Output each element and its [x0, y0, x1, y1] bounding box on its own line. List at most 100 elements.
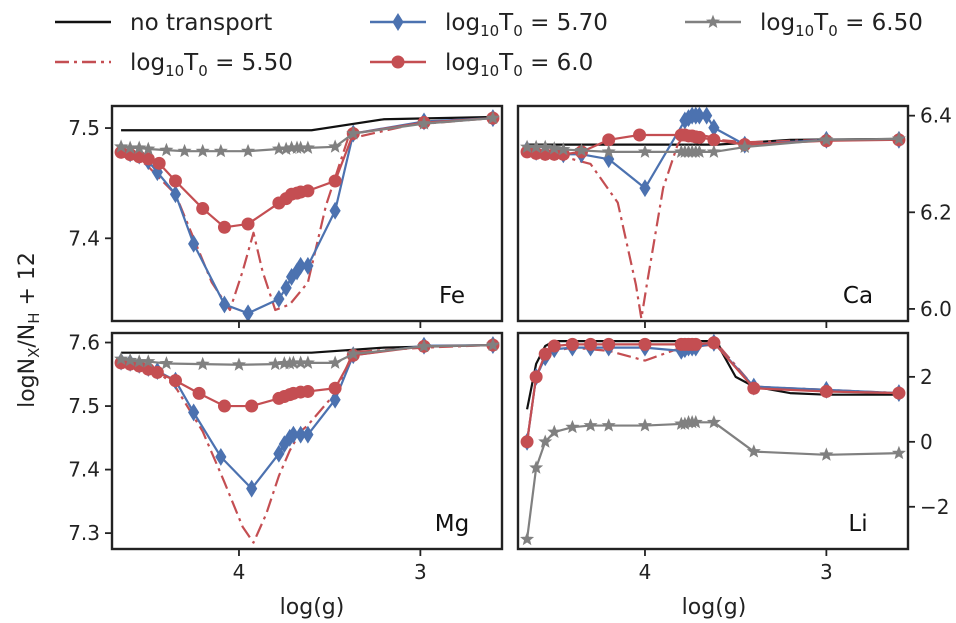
data-point-li-log10t0-6-0 — [689, 337, 703, 351]
data-point-li-log10t0-6-50 — [891, 445, 906, 460]
data-point-mg-log10t0-6-50 — [114, 351, 129, 366]
data-point-mg-log10t0-6-0 — [301, 384, 315, 398]
data-point-li-log10t0-6-0 — [819, 384, 833, 398]
data-point-fe-log10t0-6-50 — [213, 143, 228, 158]
data-point-mg-log10t0-6-50 — [123, 352, 138, 367]
data-point-li-log10t0-6-50 — [547, 424, 562, 439]
data-point-fe-log10t0-6-50 — [141, 141, 156, 155]
legend-label-no-transport: no transport — [130, 10, 272, 36]
y-tick-label-mg: 7.5 — [68, 394, 100, 418]
plot-area-fe — [114, 109, 500, 321]
panel-label-fe: Fe — [439, 283, 465, 309]
data-point-li-log10t0-6-50 — [819, 447, 834, 461]
data-point-fe-log10t0-5-70 — [302, 256, 314, 275]
data-point-li-log10t0-6-0 — [538, 347, 552, 361]
data-point-ca-log10t0-6-50 — [706, 144, 721, 158]
series-line-mg-no-transport — [121, 343, 493, 354]
data-point-mg-log10t0-6-50 — [268, 356, 283, 371]
legend-marker-log10t0-5-70 — [392, 13, 404, 31]
data-point-fe-log10t0-6-0 — [217, 220, 231, 234]
plot-area-li — [520, 333, 906, 546]
y-tick-label-fe: 7.5 — [68, 116, 100, 140]
data-point-fe-log10t0-6-50 — [346, 126, 361, 140]
legend: no transport log10T0 = 5.50 log10T0 = 5.70… — [55, 10, 923, 80]
data-point-fe-log10t0-6-50 — [159, 142, 174, 157]
series-line-fe-no-transport — [121, 115, 493, 132]
plot-area-ca — [520, 106, 906, 320]
data-point-fe-log10t0-6-50 — [195, 143, 210, 158]
series-line-fe-log10t0-6-0 — [120, 117, 494, 229]
panel-mg: 7.3 7.4 7.5 7.6 4 3 Mg — [68, 331, 504, 584]
data-point-fe-log10t0-6-0 — [328, 174, 342, 188]
data-point-li-log10t0-6-0 — [584, 337, 598, 351]
data-point-mg-log10t0-6-50 — [416, 338, 432, 353]
data-point-ca-log10t0-6-50 — [547, 141, 562, 155]
data-point-fe-log10t0-6-50 — [132, 140, 147, 154]
y-tick-label-fe: 7.4 — [68, 226, 100, 250]
panel-li: −2 0 2 4 3 Li — [516, 331, 949, 584]
data-point-fe-log10t0-6-50 — [241, 143, 256, 158]
data-point-li-log10t0-6-50 — [601, 418, 616, 432]
data-point-li-log10t0-6-0 — [602, 337, 616, 351]
panel-ca: 6.0 6.2 6.4 Ca — [516, 104, 952, 328]
data-point-ca-log10t0-6-50 — [556, 142, 571, 156]
y-tick-label-ca: 6.2 — [920, 200, 952, 224]
legend-marker-log10t0-6-50 — [705, 14, 721, 28]
y-axis-title: logNX/NH + 12 — [15, 252, 43, 408]
y-tick-label-mg: 7.4 — [68, 458, 100, 482]
plot-area-mg — [114, 336, 500, 544]
data-point-li-log10t0-6-0 — [565, 337, 579, 351]
data-point-ca-log10t0-6-0 — [692, 130, 706, 144]
data-point-fe-log10t0-5-70 — [188, 234, 200, 253]
data-point-fe-log10t0-5-70 — [280, 278, 292, 297]
panel-label-ca: Ca — [843, 283, 873, 309]
legend-label-log10t0-6-0: log10T0 = 6.0 — [445, 50, 593, 80]
data-point-mg-log10t0-5-70 — [329, 390, 341, 409]
data-point-fe-log10t0-5-70 — [218, 295, 231, 314]
legend-label-log10t0-5-50: log10T0 = 5.50 — [130, 50, 293, 80]
y-tick-label-mg: 7.3 — [68, 521, 100, 545]
data-point-fe-log10t0-6-50 — [114, 139, 129, 153]
series-line-ca-log10t0-5-50 — [526, 133, 899, 320]
legend-entry-log10t0-5-70: log10T0 = 5.70 — [370, 10, 608, 40]
y-tick-label-ca: 6.4 — [920, 104, 952, 128]
data-point-li-log10t0-6-0 — [747, 381, 761, 395]
data-point-ca-log10t0-6-0 — [602, 133, 616, 147]
data-point-fe-log10t0-6-0 — [141, 152, 155, 166]
data-point-mg-log10t0-6-50 — [485, 337, 500, 352]
legend-label-log10t0-5-70: log10T0 = 5.70 — [445, 10, 608, 40]
data-point-fe-log10t0-5-70 — [169, 185, 182, 204]
panel-frame-fe — [110, 104, 504, 323]
legend-entry-no-transport: no transport — [55, 10, 272, 36]
legend-entry-log10t0-6-50: log10T0 = 6.50 — [685, 10, 923, 40]
data-point-fe-log10t0-6-0 — [241, 217, 255, 231]
data-point-li-log10t0-6-50 — [583, 418, 598, 432]
data-point-ca-log10t0-5-70 — [639, 179, 651, 198]
data-point-mg-log10t0-5-70 — [246, 479, 258, 498]
data-point-mg-log10t0-6-0 — [217, 399, 231, 413]
data-point-mg-log10t0-6-50 — [195, 356, 210, 371]
data-point-fe-log10t0-6-0 — [152, 156, 166, 170]
data-point-fe-log10t0-6-0 — [196, 202, 210, 216]
data-point-li-log10t0-6-50 — [565, 419, 580, 434]
data-point-fe-log10t0-5-70 — [242, 304, 254, 321]
legend-marker-log10t0-6-0 — [391, 55, 405, 69]
x-tick-label-mg: 3 — [414, 560, 427, 584]
data-point-mg-log10t0-5-70 — [302, 425, 314, 444]
data-point-li-log10t0-6-0 — [638, 337, 652, 351]
panel-frame-ca — [516, 104, 910, 323]
data-point-mg-log10t0-6-50 — [346, 346, 361, 360]
panels: 7.4 7.5 Fe 6.0 6.2 6.4 Ca 7.3 7.4 7.5 7.6 4 3 Mg −2 0 2 4… — [68, 104, 952, 584]
data-point-ca-log10t0-6-50 — [819, 132, 834, 146]
data-point-ca-log10t0-6-50 — [601, 144, 616, 158]
data-point-mg-log10t0-6-50 — [141, 354, 156, 368]
y-tick-label-ca: 6.0 — [920, 297, 952, 321]
data-point-mg-log10t0-6-0 — [328, 381, 342, 395]
data-point-fe-log10t0-6-0 — [301, 184, 315, 198]
data-point-fe-log10t0-6-0 — [168, 174, 182, 188]
data-point-mg-log10t0-6-0 — [192, 386, 206, 400]
data-point-fe-log10t0-6-50 — [328, 139, 343, 153]
series-line-li-no-transport — [525, 340, 899, 410]
data-point-ca-log10t0-6-50 — [692, 144, 707, 158]
